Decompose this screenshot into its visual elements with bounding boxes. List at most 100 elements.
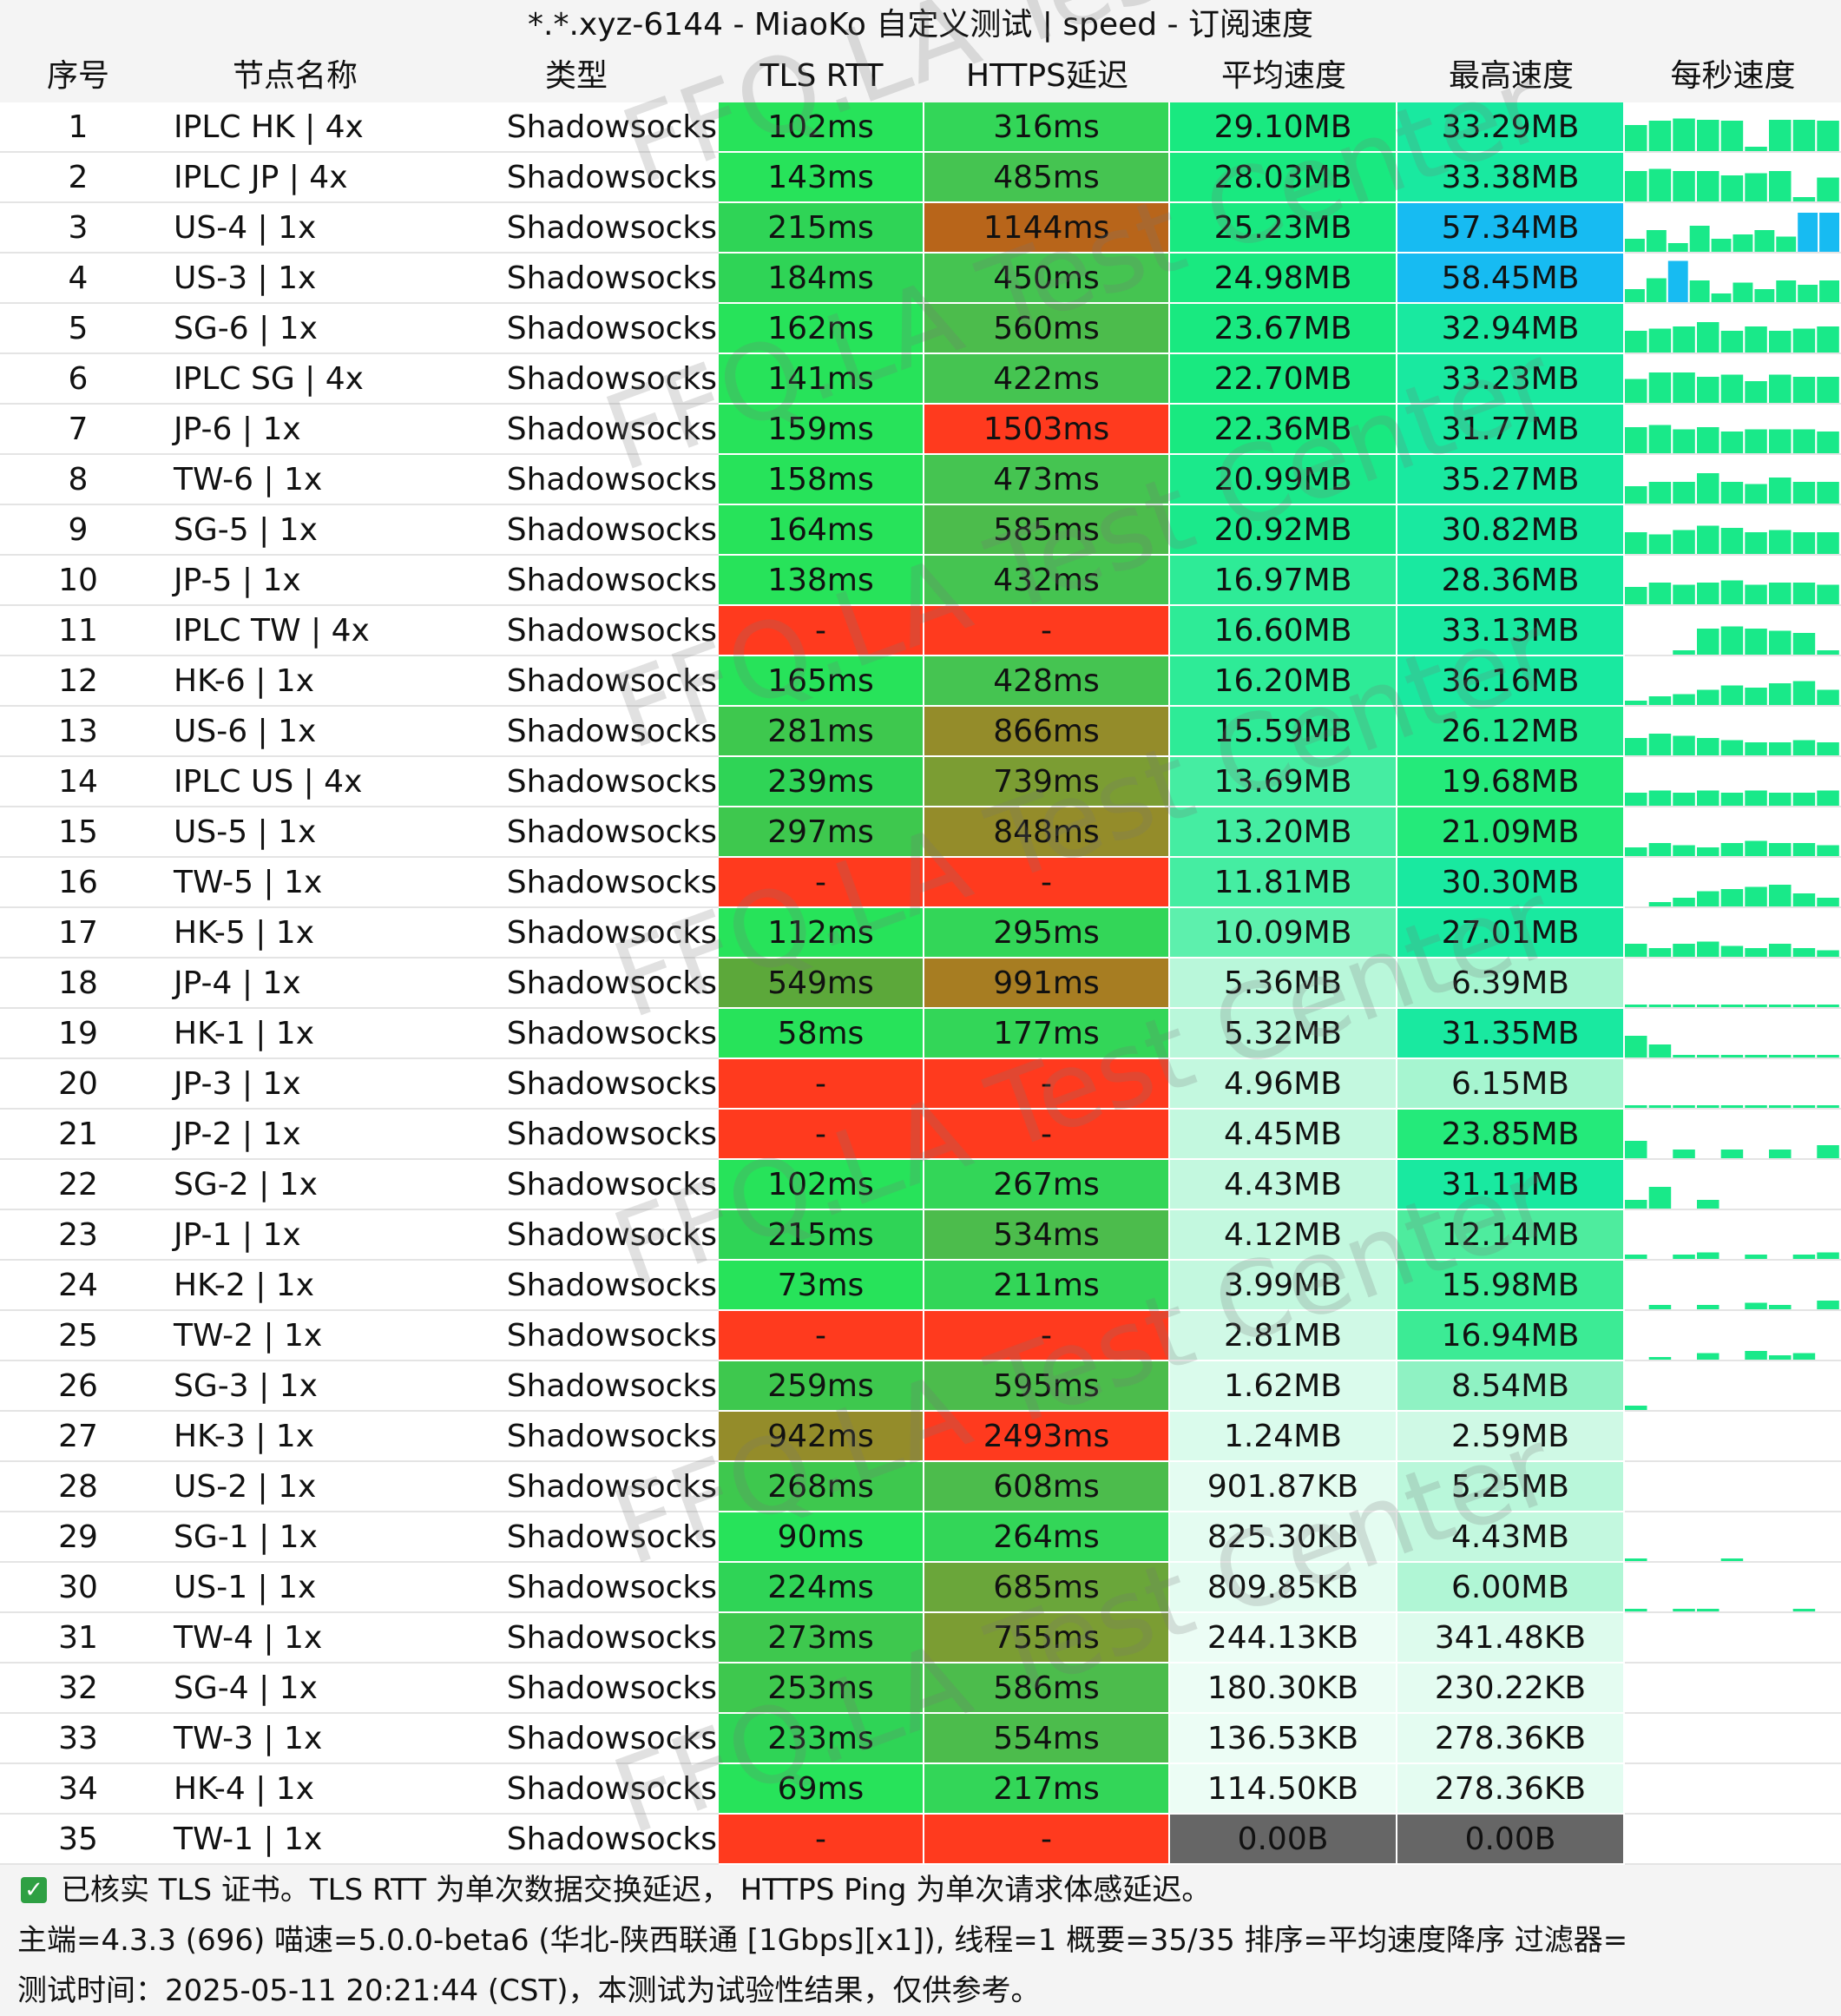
table-row[interactable]: 2 IPLC JP | 4x Shadowsocks 143ms 485ms 28.03M… [0, 153, 1841, 203]
sparkline-bar [1769, 885, 1792, 906]
sparkline-bar [1769, 683, 1792, 705]
sparkline-bar [1648, 843, 1672, 856]
speed-sparkline [1625, 556, 1841, 606]
table-row[interactable]: 24 HK-2 | 1x Shadowsocks 73ms 211ms 3.99MB 15.… [0, 1261, 1841, 1311]
sparkline-bar [1720, 1105, 1744, 1108]
sparkline-bar [1673, 694, 1695, 705]
sparkline-chart [1625, 372, 1839, 403]
https-latency-cell: - [924, 606, 1170, 656]
max-speed-cell: 57.34MB [1397, 203, 1625, 254]
node-type: Shadowsocks [434, 254, 719, 304]
sparkline-bar [1673, 1609, 1695, 1611]
sparkline-bar [1697, 1200, 1719, 1209]
table-row[interactable]: 26 SG-3 | 1x Shadowsocks 259ms 595ms 1.62MB 8.… [0, 1361, 1841, 1412]
sparkline-bar [1720, 121, 1744, 151]
table-row[interactable]: 1 IPLC HK | 4x Shadowsocks 102ms 316ms 29.10M… [0, 102, 1841, 153]
sparkline-bar [1792, 1255, 1816, 1259]
row-index: 29 [0, 1512, 156, 1563]
speed-sparkline [1625, 707, 1841, 757]
sparkline-bar [1745, 484, 1767, 504]
node-name: HK-4 | 1x [156, 1764, 434, 1815]
node-type: Shadowsocks [434, 656, 719, 707]
table-row[interactable]: 20 JP-3 | 1x Shadowsocks - -4.96MB 6.15MB [0, 1059, 1841, 1110]
sparkline-bar [1817, 1252, 1839, 1259]
table-row[interactable]: 19 HK-1 | 1x Shadowsocks 58ms 177ms 5.32MB 31.… [0, 1009, 1841, 1059]
col-header-type[interactable]: 类型 [544, 58, 608, 94]
avg-speed-cell: 4.45MB [1170, 1110, 1397, 1160]
node-name: SG-2 | 1x [156, 1160, 434, 1210]
max-speed-cell: 341.48KB [1397, 1613, 1625, 1664]
table-row[interactable]: 17 HK-5 | 1x Shadowsocks 112ms 295ms 10.09MB 2… [0, 908, 1841, 959]
col-header-index[interactable]: 序号 [46, 58, 109, 94]
table-row[interactable]: 13 US-6 | 1x Shadowsocks 281ms 866ms 15.59MB 2… [0, 707, 1841, 757]
sparkline-bar [1697, 738, 1719, 755]
table-row[interactable]: 31 TW-4 | 1x Shadowsocks 273ms 755ms 244.13KB… [0, 1613, 1841, 1664]
sparkline-chart [1648, 885, 1839, 906]
col-header-node-name[interactable]: 节点名称 [232, 58, 358, 94]
sparkline-bar [1792, 583, 1816, 604]
node-name: SG-6 | 1x [156, 304, 434, 354]
table-row[interactable]: 18 JP-4 | 1x Shadowsocks 549ms 991ms 5.36MB 6.… [0, 959, 1841, 1009]
sparkline-bar [1769, 742, 1792, 755]
table-row[interactable]: 14 IPLC US | 4x Shadowsocks 239ms 739ms 13.69… [0, 757, 1841, 807]
avg-speed-cell: 114.50KB [1170, 1764, 1397, 1815]
sparkline-bar [1745, 381, 1767, 403]
col-header-max-speed[interactable]: 最高速度 [1448, 58, 1574, 94]
avg-speed-cell: 20.92MB [1170, 505, 1397, 556]
sparkline-chart [1625, 525, 1839, 554]
tls-rtt-cell: 239ms [719, 757, 924, 807]
sparkline-bar [1673, 845, 1695, 856]
table-row[interactable]: 21 JP-2 | 1x Shadowsocks - -4.45MB 23.85MB [0, 1110, 1841, 1160]
table-row[interactable]: 33 TW-3 | 1x Shadowsocks 233ms 554ms 136.53KB… [0, 1714, 1841, 1764]
table-row[interactable]: 27 HK-3 | 1x Shadowsocks 942ms 2493ms 1.24MB 2… [0, 1412, 1841, 1462]
avg-speed-cell: 28.03MB [1170, 153, 1397, 203]
col-header-avg-speed[interactable]: 平均速度 [1220, 58, 1346, 94]
speed-sparkline [1625, 153, 1841, 203]
sparkline-bar [1648, 583, 1672, 604]
sparkline-bar [1697, 689, 1719, 705]
table-row[interactable]: 32 SG-4 | 1x Shadowsocks 253ms 586ms 180.30KB… [0, 1664, 1841, 1714]
node-type: Shadowsocks [434, 102, 719, 153]
max-speed-cell: 15.98MB [1397, 1261, 1625, 1311]
sparkline-bar [1697, 1609, 1719, 1611]
max-speed-cell: 19.68MB [1397, 757, 1625, 807]
table-row[interactable]: 16 TW-5 | 1x Shadowsocks - -11.81MB 30.30MB [0, 858, 1841, 908]
table-row[interactable]: 5 SG-6 | 1x Shadowsocks 162ms 560ms 23.67MB 32… [0, 304, 1841, 354]
avg-speed-cell: 22.36MB [1170, 405, 1397, 455]
table-row[interactable]: 3 US-4 | 1x Shadowsocks 215ms 1144ms 25.23MB 5… [0, 203, 1841, 254]
table-row[interactable]: 4 US-3 | 1x Shadowsocks 184ms 450ms 24.98MB 58… [0, 254, 1841, 304]
table-row[interactable]: 30 US-1 | 1x Shadowsocks 224ms 685ms 809.85KB… [0, 1563, 1841, 1613]
table-row[interactable]: 34 HK-4 | 1x Shadowsocks 69ms 217ms 114.50KB 2… [0, 1764, 1841, 1815]
sparkline-bar [1625, 532, 1647, 554]
https-latency-cell: 316ms [924, 102, 1170, 153]
col-header-tls-rtt[interactable]: TLS RTT [759, 58, 884, 94]
table-row[interactable]: 10 JP-5 | 1x Shadowsocks 138ms 432ms 16.97MB 2… [0, 556, 1841, 606]
table-row[interactable]: 23 JP-1 | 1x Shadowsocks 215ms 534ms 4.12MB 12… [0, 1210, 1841, 1261]
table-row[interactable]: 8 TW-6 | 1x Shadowsocks 158ms 473ms 20.99MB 35… [0, 455, 1841, 505]
table-row[interactable]: 22 SG-2 | 1x Shadowsocks 102ms 267ms 4.43MB 31… [0, 1160, 1841, 1210]
table-row[interactable]: 15 US-5 | 1x Shadowsocks 297ms 848ms 13.20MB 2… [0, 807, 1841, 858]
sparkline-bar [1745, 1105, 1767, 1108]
sparkline-chart [1625, 118, 1839, 151]
table-row[interactable]: 12 HK-6 | 1x Shadowsocks 165ms 428ms 16.20MB 3… [0, 656, 1841, 707]
row-index: 28 [0, 1462, 156, 1512]
sparkline-bar [1625, 289, 1645, 302]
table-row[interactable]: 6 IPLC SG | 4x Shadowsocks 141ms 422ms 22.70M… [0, 354, 1841, 405]
table-row[interactable]: 28 US-2 | 1x Shadowsocks 268ms 608ms 901.87KB… [0, 1462, 1841, 1512]
col-header-per-second-speed[interactable]: 每秒速度 [1670, 58, 1796, 94]
https-latency-cell: 432ms [924, 556, 1170, 606]
table-row[interactable]: 11 IPLC TW | 4x Shadowsocks - -16.60MB 33.13M… [0, 606, 1841, 656]
sparkline-bar [1673, 171, 1695, 201]
tls-rtt-cell: 215ms [719, 203, 924, 254]
table-row[interactable]: 9 SG-5 | 1x Shadowsocks 164ms 585ms 20.92MB 30… [0, 505, 1841, 556]
table-row[interactable]: 7 JP-6 | 1x Shadowsocks 159ms 1503ms 22.36MB 3… [0, 405, 1841, 455]
https-latency-cell: 585ms [924, 505, 1170, 556]
sparkline-bar [1792, 482, 1816, 504]
sparkline-bar [1798, 213, 1818, 252]
col-header-https-latency[interactable]: HTTPS延迟 [966, 58, 1128, 94]
window-title: *.*.xyz-6144 - MiaoKo 自定义测试 | speed - 订阅… [0, 0, 1841, 51]
https-latency-cell: 295ms [924, 908, 1170, 959]
table-row[interactable]: 35 TW-1 | 1x Shadowsocks - -0.00B 0.00B [0, 1815, 1841, 1865]
table-row[interactable]: 25 TW-2 | 1x Shadowsocks - -2.81MB 16.94MB [0, 1311, 1841, 1361]
table-row[interactable]: 29 SG-1 | 1x Shadowsocks 90ms 264ms 825.30KB 4… [0, 1512, 1841, 1563]
